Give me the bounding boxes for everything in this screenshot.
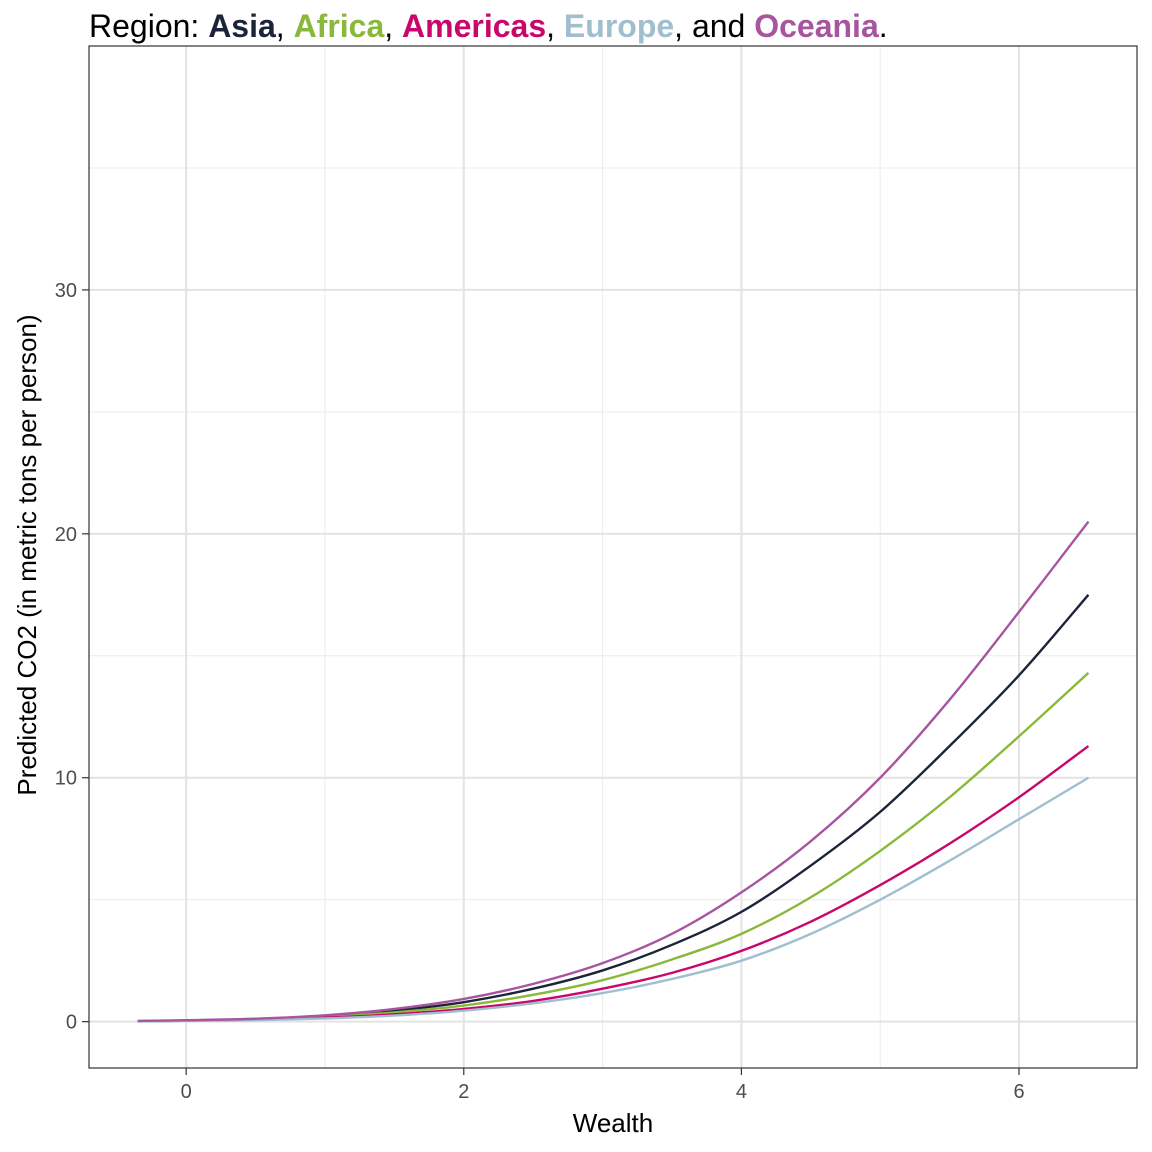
major-gridlines <box>89 46 1137 1068</box>
x-tick-label: 0 <box>181 1081 192 1103</box>
x-tick-label: 2 <box>458 1081 469 1103</box>
y-tick-label: 0 <box>66 1012 77 1034</box>
title-separator: , <box>546 8 564 44</box>
title-separator: , <box>275 8 294 44</box>
y-axis-title: Predicted CO2 (in metric tons per person… <box>12 314 42 795</box>
legend-oceania: Oceania <box>754 8 879 44</box>
series-line-americas <box>137 745 1090 1023</box>
minor-gridlines <box>89 46 1137 1068</box>
chart-title: Region: Asia, Africa, Americas, Europe, … <box>89 6 888 46</box>
series-line-europe <box>137 776 1090 1023</box>
x-tick-label: 6 <box>1013 1081 1024 1103</box>
legend-africa: Africa <box>293 8 385 44</box>
legend-asia: Asia <box>208 8 276 44</box>
y-tick-label: 20 <box>55 524 77 546</box>
y-axis: 0 10 20 30 <box>55 280 89 1034</box>
title-separator: , <box>384 8 403 44</box>
y-tick-label: 10 <box>55 768 77 790</box>
y-tick-label: 30 <box>55 280 77 302</box>
legend-americas: Americas <box>402 8 547 44</box>
title-suffix: . <box>878 8 888 44</box>
title-separator: , and <box>674 8 755 44</box>
series-line-asia <box>137 594 1090 1023</box>
x-tick-label: 4 <box>736 1081 747 1103</box>
x-axis-title: Wealth <box>573 1108 653 1138</box>
series-line-oceania <box>137 520 1090 1023</box>
series-lines <box>137 520 1090 1023</box>
legend-europe: Europe <box>563 8 675 44</box>
plot-panel <box>88 45 1138 1069</box>
title-prefix: Region: <box>89 8 209 44</box>
x-axis: 0 2 4 6 <box>181 1068 1025 1103</box>
